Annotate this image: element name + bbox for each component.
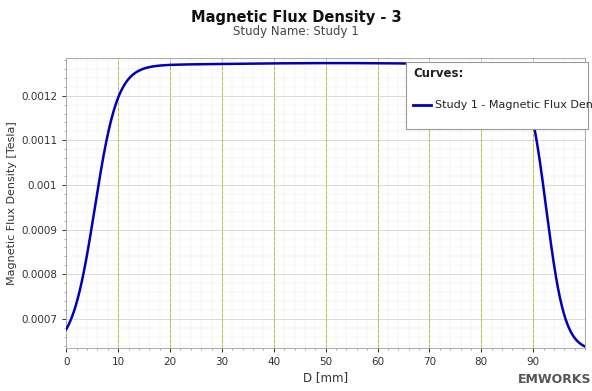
Text: Study 1 - Magnetic Flux Density: Study 1 - Magnetic Flux Density	[435, 100, 592, 110]
Y-axis label: Magnetic Flux Density [Tesla]: Magnetic Flux Density [Tesla]	[7, 121, 17, 285]
Text: Study Name: Study 1: Study Name: Study 1	[233, 25, 359, 38]
Text: EMWORKS: EMWORKS	[518, 373, 591, 386]
Text: Curves:: Curves:	[413, 67, 464, 80]
Text: Magnetic Flux Density - 3: Magnetic Flux Density - 3	[191, 10, 401, 25]
X-axis label: D [mm]: D [mm]	[303, 371, 348, 384]
